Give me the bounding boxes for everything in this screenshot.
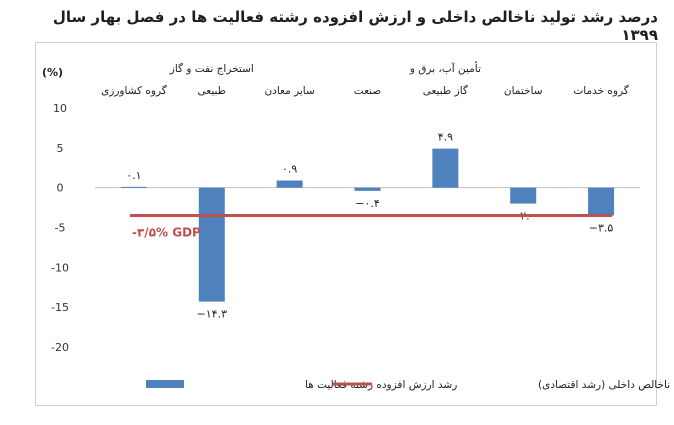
y-tick-label: 5 [57, 142, 64, 155]
gdp-line-label: -۳/۵% GDP [132, 226, 201, 240]
bar [510, 187, 537, 204]
category-label: سایر معادن [264, 85, 314, 97]
legend: رشد ارزش افزوده رشته فعالیت ها رشد تولید … [146, 379, 674, 391]
y-tick-label: -10 [51, 261, 69, 274]
data-label: ۰.۱ [126, 169, 141, 182]
data-label: −۳.۵ [589, 222, 614, 235]
y-tick-label: -15 [51, 301, 69, 314]
chart-title: درصد رشد تولید ناخالص داخلی و ارزش افزود… [52, 8, 658, 44]
category-label: گاز طبیعی [423, 84, 468, 97]
category-label: گروه خدمات [573, 84, 628, 97]
data-label: ۰.۹ [282, 162, 297, 175]
y-tick-label: 0 [57, 182, 64, 195]
category-label: ساختمان [504, 85, 543, 97]
category-label: صنعت [354, 85, 382, 97]
data-label: ۴.۹ [438, 131, 453, 144]
y-tick-label: -5 [55, 222, 66, 235]
bar [432, 148, 459, 188]
legend-swatch-bar [146, 380, 184, 388]
data-label: −۱۴.۳ [197, 308, 228, 321]
category-label: گروه کشاورزی [101, 84, 167, 97]
data-labels: ۰.۱−۱۴.۳۰.۹−۰.۴۴.۹−۲.۰−۳.۵ [126, 131, 613, 321]
chart-frame [35, 42, 657, 406]
y-axis: 10 5 0 -5 -10 -15 -20 [51, 102, 69, 354]
y-tick-label: -20 [51, 341, 69, 354]
bar [276, 180, 303, 188]
category-label: استخراج نفت و گاز [169, 62, 254, 75]
y-tick-label: 10 [53, 102, 67, 115]
bar [120, 186, 147, 188]
legend-label-line: رشد تولید ناخالص داخلی (رشد اقتصادی) [538, 379, 674, 391]
bar [198, 187, 225, 302]
bars [120, 148, 615, 302]
category-label: طبیعی [198, 85, 227, 97]
bar [354, 187, 381, 191]
legend-label-bar: رشد ارزش افزوده رشته فعالیت ها [305, 379, 457, 391]
bar [588, 187, 615, 216]
data-label: −۰.۴ [355, 197, 380, 210]
category-label: تأمین آب، برق و [409, 61, 481, 75]
y-axis-label: (%) [42, 66, 63, 79]
